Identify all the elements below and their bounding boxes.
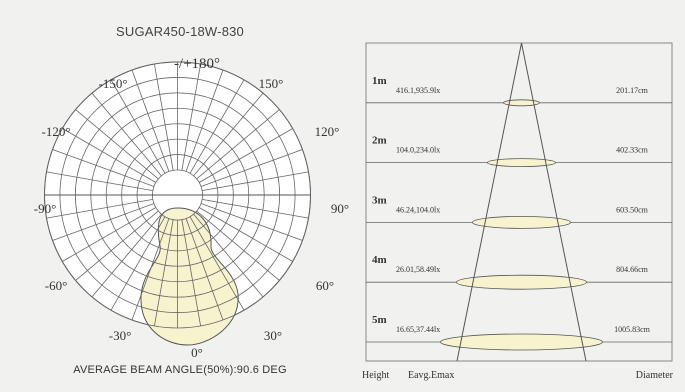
polar-spoke bbox=[193, 92, 264, 177]
polar-spoke bbox=[52, 149, 155, 187]
beam-spot-ellipse bbox=[456, 274, 587, 290]
angle-label-minus-90: -90° bbox=[34, 201, 57, 216]
beam-spot-ellipse bbox=[472, 215, 571, 229]
row-diameter-value: 804.66cm bbox=[616, 265, 649, 274]
beam-spot-ellipse bbox=[487, 158, 556, 168]
angle-label-minus-150: -150° bbox=[98, 76, 127, 91]
row-diameter-value: 201.17cm bbox=[616, 86, 649, 95]
polar-spoke bbox=[131, 218, 170, 321]
eavg-column-label: Eavg.Emax bbox=[408, 370, 454, 381]
row-diameter-value: 1005.83cm bbox=[614, 325, 651, 334]
row-height-label: 1m bbox=[372, 75, 387, 87]
row-height-label: 3m bbox=[372, 194, 387, 206]
polar-spoke bbox=[185, 69, 224, 172]
row-height-label: 2m bbox=[372, 135, 387, 147]
polar-diagram: -/+180° 150° 120° 90° 60° 30° 0° -30° -6… bbox=[34, 56, 349, 360]
polar-grid-overlay bbox=[44, 61, 311, 329]
row-illuminance-value: 416.1,935.9lx bbox=[396, 86, 440, 95]
angle-label-60: 60° bbox=[316, 278, 334, 293]
row-illuminance-value: 46.24,104.0lx bbox=[396, 205, 440, 214]
polar-spoke bbox=[154, 63, 174, 171]
angle-label-0: 0° bbox=[191, 345, 203, 360]
polar-spoke bbox=[46, 198, 153, 219]
polar-diagram-panel: SUGAR450-18W-830 -/+180° 150° 120° 90° 6… bbox=[34, 24, 349, 376]
cone-edge-right bbox=[521, 42, 587, 362]
polar-spoke bbox=[196, 109, 280, 180]
polar-spoke bbox=[196, 210, 280, 281]
row-diameter-value: 402.33cm bbox=[616, 146, 649, 155]
polar-spoke bbox=[200, 203, 303, 241]
angle-label-minus-30: -30° bbox=[109, 328, 132, 343]
polar-spoke bbox=[154, 219, 174, 327]
polar-spoke bbox=[91, 92, 162, 177]
illuminance-cone-panel: 1m 416.1,935.9lx 201.17cm 2m 104.0,234.0lx 40… bbox=[360, 0, 685, 387]
angle-label-180: -/+180° bbox=[174, 56, 220, 72]
row-height-label: 4m bbox=[372, 254, 387, 266]
polar-spoke bbox=[62, 128, 157, 183]
polar-spoke bbox=[62, 207, 157, 262]
polar-spoke bbox=[200, 149, 303, 187]
polar-spoke bbox=[198, 207, 293, 262]
angle-label-120: 120° bbox=[315, 124, 340, 139]
row-diameter-value: 603.50cm bbox=[616, 205, 649, 214]
angle-label-150: 150° bbox=[259, 76, 284, 91]
polar-spoke bbox=[75, 109, 159, 180]
polar-spoke bbox=[110, 216, 166, 311]
polar-spoke bbox=[193, 213, 264, 298]
polar-spoke bbox=[198, 128, 293, 183]
angle-label-minus-120: -120° bbox=[41, 124, 70, 139]
polar-spoke bbox=[110, 79, 166, 174]
diameter-column-label: Diameter bbox=[636, 370, 674, 381]
polar-spoke bbox=[46, 171, 153, 192]
row-illuminance-value: 26.01,58.49lx bbox=[396, 265, 440, 274]
cone-edge-left bbox=[456, 42, 522, 362]
model-title: SUGAR450-18W-830 bbox=[116, 24, 244, 39]
polar-spoke bbox=[75, 210, 159, 281]
polar-spoke bbox=[185, 218, 224, 321]
height-column-label: Height bbox=[362, 370, 389, 381]
row-illuminance-value: 16.65,37.44lx bbox=[396, 325, 440, 334]
angle-label-90: 90° bbox=[331, 201, 349, 216]
polar-spoke bbox=[91, 213, 162, 298]
polar-spoke bbox=[181, 63, 201, 171]
average-beam-angle: AVERAGE BEAM ANGLE(50%):90.6 DEG bbox=[73, 364, 287, 376]
polar-spoke bbox=[189, 79, 245, 174]
row-height-label: 5m bbox=[372, 314, 387, 326]
light-distribution-curve bbox=[140, 207, 239, 346]
cone-frame bbox=[365, 42, 673, 362]
beam-spot-ellipse bbox=[440, 333, 603, 351]
illuminance-cone-diagram: 1m 416.1,935.9lx 201.17cm 2m 104.0,234.0lx 40… bbox=[362, 42, 674, 381]
beam-spot-ellipse bbox=[503, 99, 540, 107]
polar-spoke bbox=[131, 69, 170, 172]
polar-spoke bbox=[52, 203, 155, 241]
angle-label-30: 30° bbox=[264, 328, 282, 343]
angle-label-minus-60: -60° bbox=[45, 278, 68, 293]
polar-spoke bbox=[181, 219, 201, 327]
polar-spoke bbox=[189, 216, 245, 311]
polar-spoke bbox=[202, 171, 309, 192]
polar-spoke bbox=[202, 198, 309, 219]
row-illuminance-value: 104.0,234.0lx bbox=[396, 146, 440, 155]
